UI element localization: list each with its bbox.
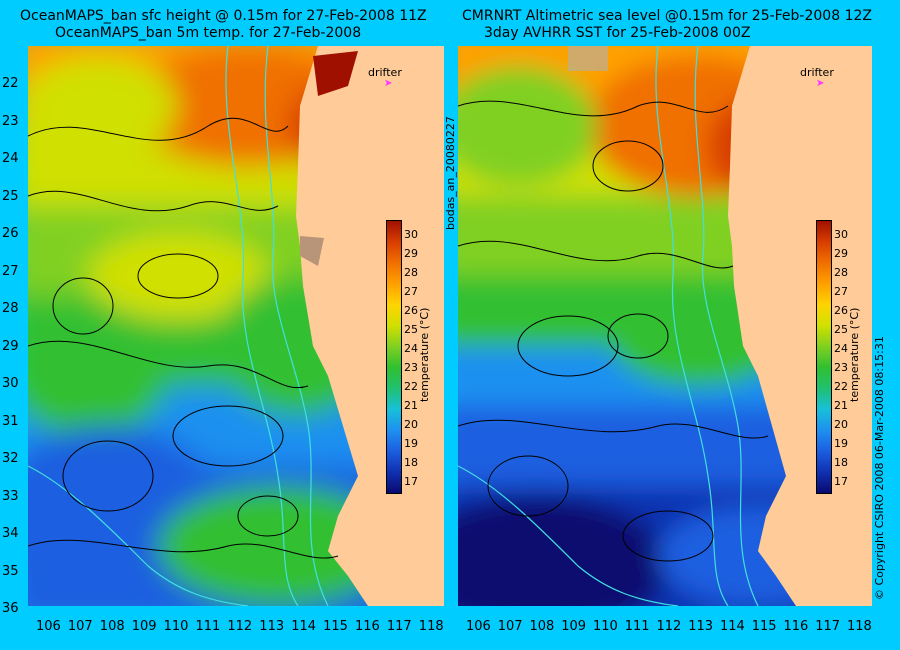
left-colorbar-tick-27: 27: [404, 285, 418, 299]
lat-tick-30: 30: [2, 376, 19, 391]
left-title-line1: OceanMAPS_ban sfc height @ 0.15m for 27-…: [20, 8, 427, 24]
lat-tick-34: 34: [2, 526, 19, 541]
right-colorbar-tick-21: 21: [834, 399, 848, 413]
lat-tick-25: 25: [2, 188, 19, 204]
contour-lines-right: [458, 100, 769, 562]
left-colorbar-tick-18: 18: [404, 456, 418, 470]
right-lon-tick-113: 113: [688, 619, 714, 634]
right-lon-tick-111: 111: [624, 619, 650, 634]
right-colorbar-tick-28: 28: [834, 266, 848, 280]
left-colorbar-tick-29: 29: [404, 247, 418, 261]
right-lon-tick-109: 109: [561, 619, 587, 634]
left-drifter-label: drifter: [368, 66, 402, 79]
right-drifter-icon: ➤: [816, 78, 825, 89]
right-colorbar-tick-29: 29: [834, 247, 848, 261]
right-lon-tick-115: 115: [751, 619, 777, 634]
right-lon-tick-112: 112: [656, 619, 682, 634]
left-colorbar-tick-25: 25: [404, 323, 418, 337]
right-lon-tick-107: 107: [497, 619, 523, 634]
lat-tick-26: 26: [2, 226, 19, 241]
lat-tick-35: 35: [2, 563, 19, 579]
left-lon-tick-117: 117: [386, 619, 412, 634]
left-colorbar-tick-26: 26: [404, 304, 418, 318]
left-lon-tick-107: 107: [67, 619, 93, 634]
left-colorbar-tick-24: 24: [404, 342, 418, 356]
bathymetry-lines-left: [28, 46, 329, 606]
lat-tick-28: 28: [2, 301, 19, 316]
left-lon-tick-109: 109: [131, 619, 157, 634]
left-title-line2: OceanMAPS_ban 5m temp. for 27-Feb-2008: [55, 25, 362, 41]
left-colorbar-tick-17: 17: [404, 475, 418, 489]
right-colorbar-tick-18: 18: [834, 456, 848, 470]
right-map-panel: [458, 46, 872, 606]
left-map-svg: [28, 46, 444, 606]
left-colorbar-tick-28: 28: [404, 266, 418, 280]
left-lon-tick-111: 111: [195, 619, 221, 634]
right-colorbar-tick-27: 27: [834, 285, 848, 299]
left-colorbar-tick-30: 30: [404, 228, 418, 242]
right-lon-tick-117: 117: [815, 619, 841, 634]
right-colorbar: [816, 220, 832, 494]
right-drifter-label: drifter: [800, 66, 834, 79]
lat-tick-36: 36: [2, 601, 19, 616]
lat-tick-23: 23: [2, 113, 19, 129]
left-drifter-icon: ➤: [384, 78, 393, 89]
lat-tick-31: 31: [2, 413, 19, 429]
land-left: [296, 46, 444, 606]
left-colorbar-tick-23: 23: [404, 361, 418, 375]
lat-tick-22: 22: [2, 76, 19, 91]
left-lon-tick-110: 110: [163, 619, 189, 634]
copyright-text: © Copyright CSIRO 2008 06-Mar-2008 08:15…: [873, 336, 886, 600]
right-colorbar-tick-24: 24: [834, 342, 848, 356]
left-colorbar-tick-20: 20: [404, 418, 418, 432]
right-lon-tick-106: 106: [466, 619, 491, 634]
right-map-svg: [458, 46, 872, 606]
left-colorbar-tick-22: 22: [404, 380, 418, 394]
lat-tick-27: 27: [2, 263, 19, 279]
right-colorbar-label: temperature (°C): [848, 307, 861, 402]
left-lon-tick-115: 115: [323, 619, 348, 634]
right-colorbar-tick-30: 30: [834, 228, 848, 242]
left-colorbar-tick-21: 21: [404, 399, 418, 413]
right-colorbar-tick-22: 22: [834, 380, 848, 394]
left-lon-tick-118: 118: [418, 619, 444, 634]
right-lon-tick-108: 108: [529, 619, 555, 634]
right-colorbar-tick-25: 25: [834, 323, 848, 337]
right-colorbar-tick-17: 17: [834, 475, 848, 489]
run-label: bodas_an_20080227: [444, 116, 457, 230]
lat-tick-32: 32: [2, 451, 19, 466]
contour-lines-left: [28, 117, 339, 559]
right-colorbar-tick-19: 19: [834, 437, 848, 451]
right-title-line2: 3day AVHRR SST for 25-Feb-2008 00Z: [484, 25, 751, 41]
land-right: [728, 46, 872, 606]
right-colorbar-tick-23: 23: [834, 361, 848, 375]
left-lon-tick-114: 114: [291, 619, 317, 634]
right-lon-tick-114: 114: [720, 619, 745, 634]
right-colorbar-tick-20: 20: [834, 418, 848, 432]
bathymetry-lines-right: [458, 46, 759, 606]
right-colorbar-tick-26: 26: [834, 304, 848, 318]
left-lon-tick-106: 106: [36, 619, 61, 634]
right-lon-tick-116: 116: [783, 619, 809, 634]
left-colorbar-tick-19: 19: [404, 437, 418, 451]
lat-tick-33: 33: [2, 488, 19, 504]
left-map-panel: [28, 46, 444, 606]
left-colorbar-label: temperature (°C): [418, 307, 431, 402]
left-lon-tick-113: 113: [259, 619, 285, 634]
right-lon-tick-110: 110: [593, 619, 618, 634]
left-lon-tick-116: 116: [355, 619, 380, 634]
left-colorbar: [386, 220, 402, 494]
right-lon-tick-118: 118: [847, 619, 872, 634]
lat-tick-29: 29: [2, 338, 19, 354]
lat-tick-24: 24: [2, 151, 19, 166]
right-title-line1: CMRNRT Altimetric sea level @0.15m for 2…: [462, 8, 872, 24]
left-lon-tick-108: 108: [99, 619, 125, 634]
left-lon-tick-112: 112: [227, 619, 253, 634]
